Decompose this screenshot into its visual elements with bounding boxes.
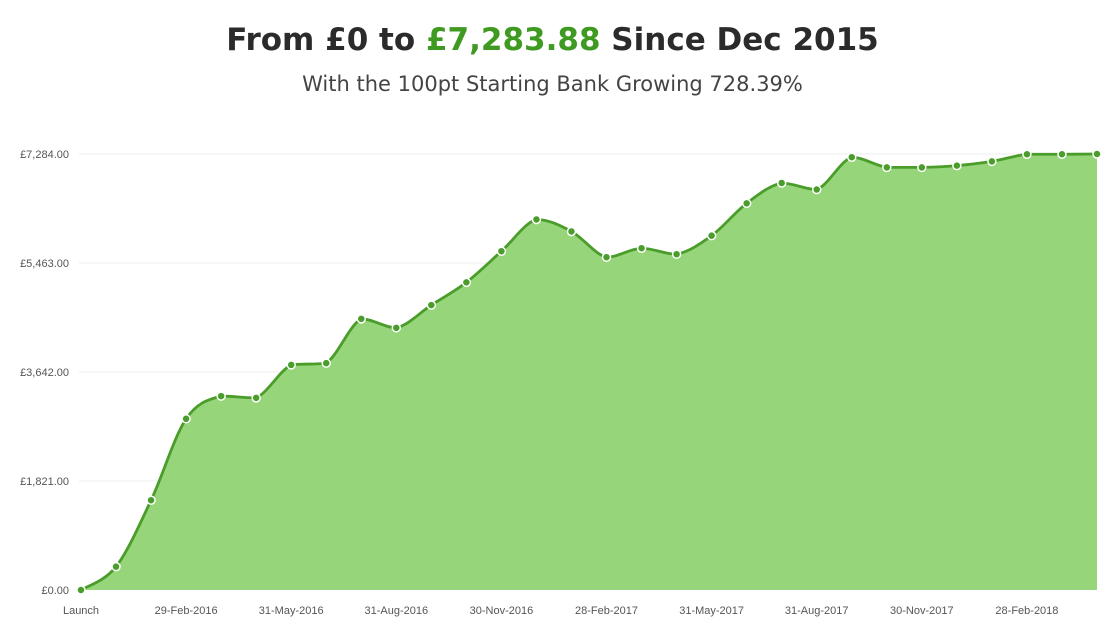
data-point xyxy=(952,160,962,171)
data-point xyxy=(1092,149,1102,159)
x-tick-label: 28-Feb-2017 xyxy=(575,605,638,617)
data-point xyxy=(917,162,927,173)
data-point xyxy=(321,358,331,368)
data-point xyxy=(146,495,156,505)
area-fill xyxy=(81,154,1097,590)
data-point xyxy=(671,249,682,259)
x-tick-label: 28-Feb-2018 xyxy=(995,605,1058,617)
data-point xyxy=(811,184,822,195)
data-point xyxy=(181,414,191,424)
data-point xyxy=(426,300,437,310)
data-point xyxy=(1022,149,1032,159)
data-point xyxy=(286,360,296,370)
x-tick-label: 31-Aug-2016 xyxy=(365,605,429,617)
data-point xyxy=(706,230,717,241)
x-tick-label: 30-Nov-2017 xyxy=(890,605,954,617)
data-point xyxy=(76,585,86,595)
data-point xyxy=(391,323,402,333)
title-amount: £7,283.88 xyxy=(425,22,601,58)
data-point xyxy=(987,156,997,167)
data-point xyxy=(566,226,577,237)
data-point xyxy=(1057,149,1067,159)
data-point xyxy=(601,252,612,262)
data-point xyxy=(847,152,857,162)
data-point xyxy=(111,561,121,572)
x-tick-label: Launch xyxy=(63,605,99,617)
x-tick-label: 30-Nov-2016 xyxy=(470,605,534,617)
x-tick-label: 29-Feb-2016 xyxy=(155,605,218,617)
y-tick-label: £0.00 xyxy=(41,585,69,597)
x-tick-label: 31-May-2016 xyxy=(259,605,324,617)
x-tick-label: 31-Aug-2017 xyxy=(785,605,849,617)
data-point xyxy=(776,178,787,188)
data-point xyxy=(741,198,752,209)
data-point xyxy=(251,393,261,403)
y-tick-label: £1,821.00 xyxy=(20,476,69,488)
data-point xyxy=(216,391,226,401)
data-point xyxy=(531,214,542,225)
chart-subtitle: With the 100pt Starting Bank Growing 728… xyxy=(302,72,803,96)
data-point xyxy=(496,246,507,256)
chart-title: From £0 to £7,283.88 Since Dec 2015 xyxy=(0,22,1105,58)
data-point xyxy=(882,162,892,173)
title-suffix: Since Dec 2015 xyxy=(600,22,879,58)
data-point xyxy=(356,314,367,324)
y-tick-label: £5,463.00 xyxy=(20,258,69,270)
y-tick-label: £3,642.00 xyxy=(20,367,69,379)
x-tick-label: 31-May-2017 xyxy=(679,605,744,617)
data-point xyxy=(461,277,472,288)
data-point xyxy=(636,243,647,253)
y-tick-label: £7,284.00 xyxy=(20,149,69,161)
title-prefix: From £0 to xyxy=(226,22,426,58)
